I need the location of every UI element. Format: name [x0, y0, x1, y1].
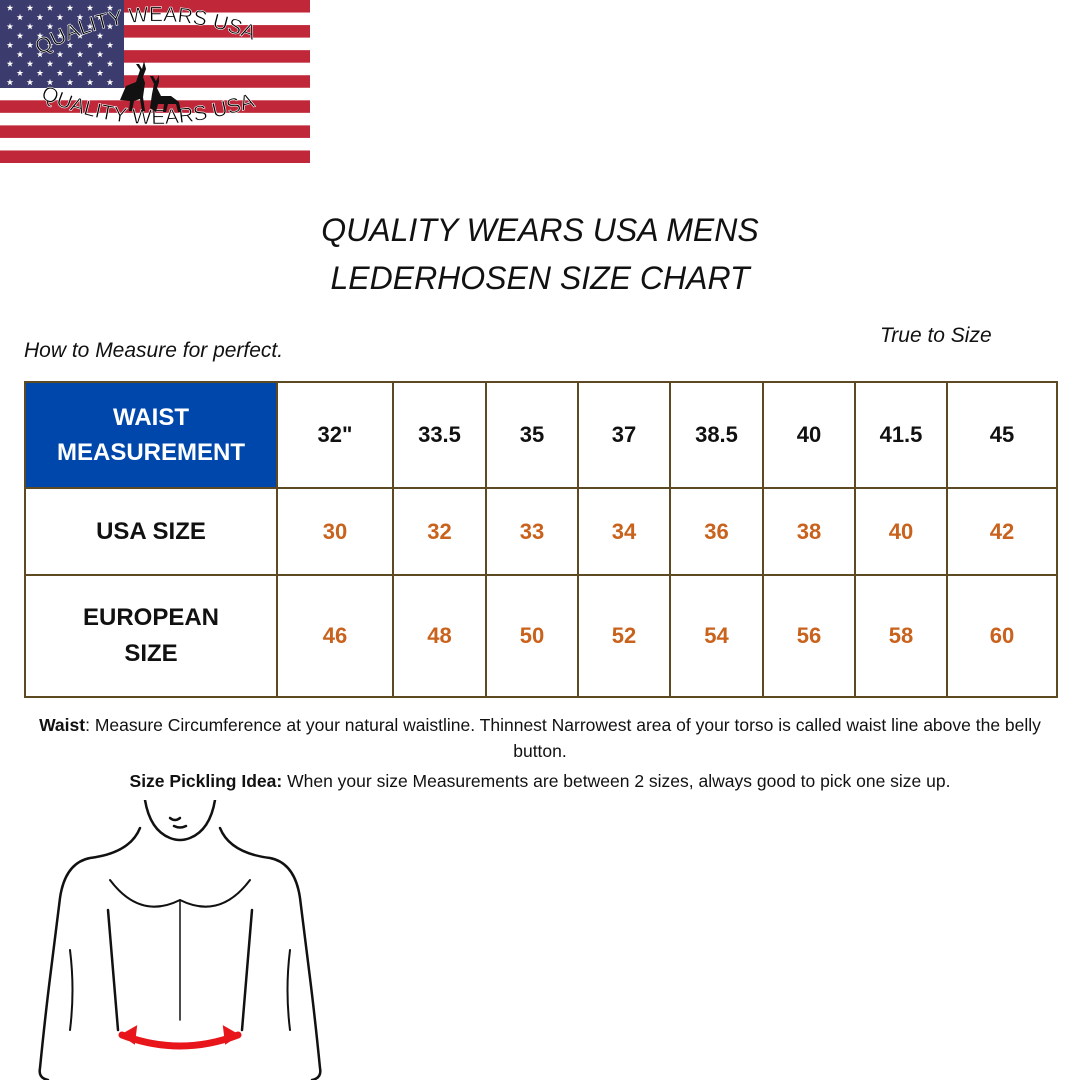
usa-size-cell: 32: [392, 487, 487, 576]
eu-size-label: EUROPEAN SIZE: [24, 574, 278, 698]
eu-size-cell: 54: [669, 574, 764, 698]
eu-size-cell: 50: [485, 574, 579, 698]
usa-row: USA SIZE 30 32 33 34 36 38 40 42: [24, 487, 1058, 576]
waist-value-cell: 37: [577, 381, 671, 489]
eu-size-cell: 48: [392, 574, 487, 698]
size-tip-label: Size Pickling Idea:: [129, 771, 283, 791]
eu-row: EUROPEAN SIZE 46 48 50 52 54 56 58 60: [24, 574, 1058, 698]
true-to-size-label: True to Size: [880, 324, 992, 347]
waist-note: Waist: Measure Circumference at your nat…: [24, 712, 1056, 764]
usa-size-cell: 34: [577, 487, 671, 576]
eu-size-cell: 56: [762, 574, 856, 698]
eu-size-cell: 46: [276, 574, 394, 698]
size-tip-note: Size Pickling Idea: When your size Measu…: [24, 768, 1056, 794]
page-title-line1: QUALITY WEARS USA MENS: [321, 212, 759, 248]
waist-row: WAIST MEASUREMENT 32" 33.5 35 37 38.5 40 41.5 4…: [24, 381, 1058, 489]
usa-size-cell: 42: [946, 487, 1058, 576]
waist-value-cell: 32": [276, 381, 394, 489]
usa-size-cell: 40: [854, 487, 948, 576]
brand-logo: QUALITY WEARS USA QUALITY WEARS USA: [0, 0, 310, 163]
waist-value-cell: 38.5: [669, 381, 764, 489]
waist-value-cell: 41.5: [854, 381, 948, 489]
flag-stars-icon: [6, 4, 114, 86]
size-tip-text: When your size Measurements are between …: [282, 771, 951, 791]
waist-note-label: Waist: [39, 715, 86, 735]
notes: Waist: Measure Circumference at your nat…: [24, 712, 1056, 798]
eu-size-cell: 60: [946, 574, 1058, 698]
size-chart-table: WAIST MEASUREMENT 32" 33.5 35 37 38.5 40 41.5 4…: [24, 381, 1058, 698]
waist-note-text: : Measure Circumference at your natural …: [85, 715, 1041, 761]
usa-size-cell: 33: [485, 487, 579, 576]
usa-size-cell: 36: [669, 487, 764, 576]
waist-value-cell: 33.5: [392, 381, 487, 489]
waist-value-cell: 40: [762, 381, 856, 489]
usa-size-label: USA SIZE: [24, 487, 278, 576]
page-title-line2: LEDERHOSEN SIZE CHART: [330, 260, 750, 296]
eu-size-cell: 58: [854, 574, 948, 698]
usa-size-cell: 30: [276, 487, 394, 576]
how-to-measure-label: How to Measure for perfect.: [24, 339, 284, 362]
waist-header: WAIST MEASUREMENT: [24, 381, 278, 489]
eu-size-cell: 52: [577, 574, 671, 698]
deer-icon: [120, 61, 181, 112]
body-measurement-illustration: [38, 800, 322, 1080]
waist-value-cell: 35: [485, 381, 579, 489]
waist-value-cell: 45: [946, 381, 1058, 489]
usa-size-cell: 38: [762, 487, 856, 576]
